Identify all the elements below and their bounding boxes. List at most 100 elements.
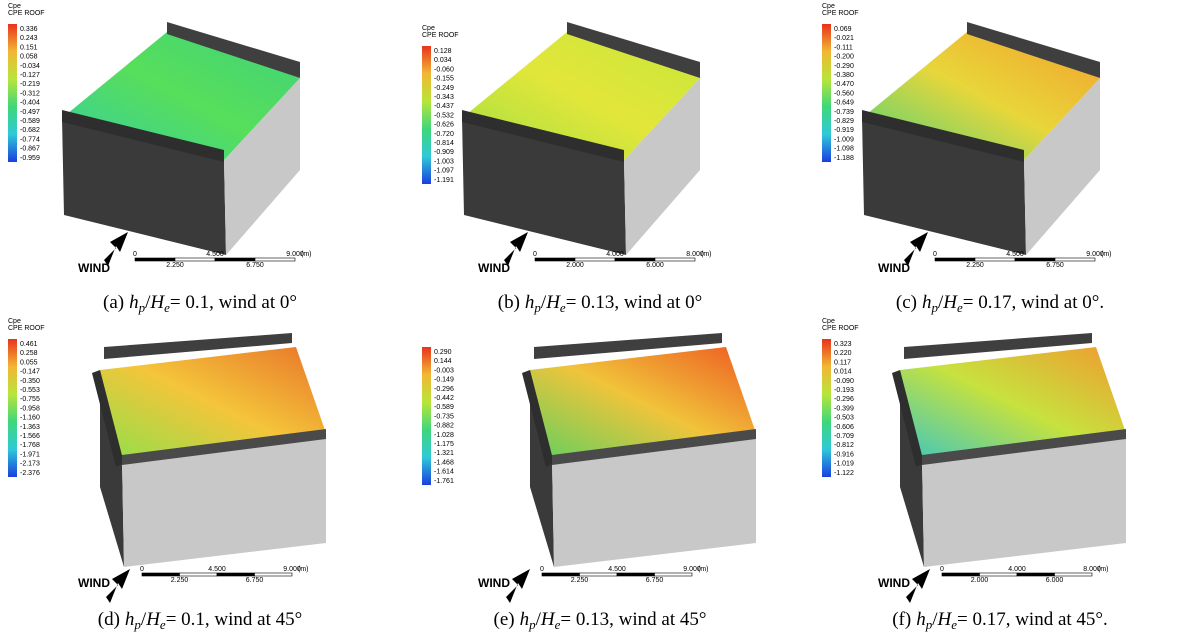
scale-segment — [180, 573, 218, 576]
scale-unit: (m) — [301, 251, 312, 258]
wind-label: WIND — [478, 261, 510, 275]
caption: (e)hp/He= 0.13, wind at 45° — [494, 609, 707, 632]
scale-label: 4.500 — [608, 566, 626, 573]
legend-label: -0.290 — [834, 63, 854, 70]
legend-label: -0.060 — [434, 66, 454, 73]
scale-label: 2.250 — [171, 577, 189, 584]
legend-label: -0.882 — [434, 423, 454, 430]
scale-segment — [535, 258, 575, 261]
legend-label: -1.188 — [834, 155, 854, 162]
caption-label: (b) — [498, 292, 520, 313]
color-bar — [822, 339, 831, 477]
caption-label: (e) — [494, 609, 515, 630]
scale-label: 6.000 — [1046, 577, 1064, 584]
scale-label: 4.500 — [208, 566, 226, 573]
scale-segment — [1017, 573, 1055, 576]
caption-rest: = 0.1, wind at 45° — [166, 609, 303, 630]
scale-segment — [1055, 573, 1093, 576]
scale-segment — [580, 573, 618, 576]
legend-label: -1.363 — [20, 424, 40, 431]
caption-var: H — [149, 292, 165, 313]
caption-var: h — [129, 292, 139, 313]
legend-label: -0.021 — [834, 35, 854, 42]
legend-label: -0.589 — [20, 118, 40, 125]
scale-segment — [655, 573, 693, 576]
legend-label: -0.919 — [834, 127, 854, 134]
wind-label: WIND — [478, 576, 510, 590]
caption-var: H — [540, 609, 556, 630]
legend-label: -2.173 — [20, 461, 40, 468]
legend-label: -0.626 — [434, 122, 454, 129]
legend-label: 0.058 — [20, 54, 38, 61]
scale-segment — [255, 573, 293, 576]
scale-label: 0 — [540, 566, 544, 573]
scale-label: 2.000 — [566, 262, 584, 269]
legend-header: CPE ROOF — [822, 325, 859, 332]
legend-label: -1.009 — [834, 136, 854, 143]
panel: CpeCPE ROOF0.3230.2200.1170.014-0.090-0.… — [822, 318, 1126, 632]
scale-label: 4.500 — [206, 251, 224, 258]
legend-label: 0.014 — [834, 369, 852, 376]
panel: 0.2900.144-0.003-0.149-0.296-0.442-0.589… — [422, 333, 756, 632]
color-bar — [8, 339, 17, 477]
legend-label: -0.720 — [434, 131, 454, 138]
legend-label: -0.003 — [434, 367, 454, 374]
legend-label: -0.814 — [434, 140, 454, 147]
scale-label: 2.250 — [571, 577, 589, 584]
scale-label: 4.000 — [1008, 566, 1026, 573]
legend-label: 0.336 — [20, 26, 38, 33]
caption-var: h — [520, 609, 530, 630]
legend-label: 0.034 — [434, 57, 452, 64]
legend-label: 0.461 — [20, 341, 38, 348]
scale-segment — [942, 573, 980, 576]
legend-label: -0.755 — [20, 396, 40, 403]
legend-label: 0.144 — [434, 358, 452, 365]
legend-header: Cpe — [822, 3, 835, 10]
wind-label: WIND — [878, 576, 910, 590]
scale-unit: (m) — [698, 566, 709, 573]
caption-rest: = 0.1, wind at 0° — [170, 292, 297, 313]
legend-label: -0.735 — [434, 413, 454, 420]
legend-label: -0.350 — [20, 378, 40, 385]
legend-label: -1.566 — [20, 433, 40, 440]
legend-label: 0.220 — [834, 350, 852, 357]
legend-label: -1.761 — [434, 478, 454, 485]
color-bar — [422, 347, 431, 485]
legend-label: -0.404 — [20, 100, 40, 107]
scale-segment — [655, 258, 695, 261]
caption-var: H — [936, 609, 952, 630]
wind-label: WIND — [78, 261, 110, 275]
legend-header: CPE ROOF — [8, 325, 45, 332]
legend-label: -0.649 — [834, 100, 854, 107]
caption-rest: = 0.13, wind at 0° — [566, 292, 703, 313]
legend-label: -0.606 — [834, 424, 854, 431]
scale-label: 6.750 — [646, 577, 664, 584]
legend-label: -0.090 — [834, 378, 854, 385]
legend-label: -1.028 — [434, 432, 454, 439]
legend-label: -1.019 — [834, 461, 854, 468]
scale-label: 0 — [533, 251, 537, 258]
scale-segment — [1055, 258, 1095, 261]
caption-var: h — [916, 609, 926, 630]
scale-label: 6.750 — [1046, 262, 1064, 269]
wind-label: WIND — [78, 576, 110, 590]
legend-label: -0.958 — [20, 405, 40, 412]
scale-label: 4.000 — [606, 251, 624, 258]
scale-segment — [617, 573, 655, 576]
panel: CpeCPE ROOF0.1280.034-0.060-0.155-0.249-… — [422, 22, 712, 315]
color-bar — [8, 24, 17, 162]
scale-segment — [142, 573, 180, 576]
legend-label: -0.442 — [434, 395, 454, 402]
scale-unit: (m) — [1098, 566, 1109, 573]
scale-label: 4.500 — [1006, 251, 1024, 258]
legend-label: -1.971 — [20, 451, 40, 458]
scale-unit: (m) — [298, 566, 309, 573]
legend-label: -0.739 — [834, 109, 854, 116]
caption: (d)hp/He= 0.1, wind at 45° — [98, 609, 302, 632]
scale-segment — [255, 258, 295, 261]
legend-label: -0.774 — [20, 136, 40, 143]
legend-label: -0.682 — [20, 127, 40, 134]
caption-label: (c) — [896, 292, 917, 313]
legend-header: CPE ROOF — [422, 32, 459, 39]
